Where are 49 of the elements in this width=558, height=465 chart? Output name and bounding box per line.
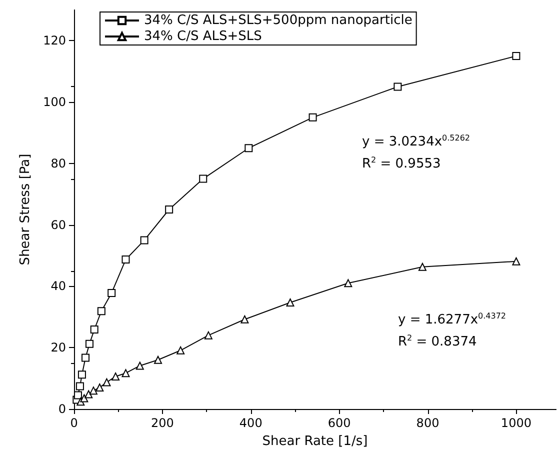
point	[240, 315, 249, 324]
point	[74, 391, 82, 400]
point	[81, 354, 90, 362]
point	[308, 113, 317, 122]
legend-label: 34% C/S ALS+SLS+500ppm nanoparticle	[144, 13, 412, 28]
point	[90, 326, 98, 334]
point	[122, 369, 130, 378]
y-axis-title: Shear Stress [Pa]	[18, 154, 34, 266]
x-tick-label: 0	[70, 416, 78, 430]
y-tick-label: 40	[50, 279, 66, 294]
y-tick-label: 0	[58, 402, 66, 416]
point	[512, 52, 520, 60]
point	[394, 82, 402, 91]
point	[154, 356, 162, 364]
y-tick-label: 20	[50, 340, 66, 355]
point	[286, 298, 294, 306]
x-tick-label: 1000	[500, 416, 532, 430]
point	[165, 206, 174, 214]
point	[80, 394, 88, 402]
point	[244, 144, 253, 152]
point	[122, 256, 130, 264]
point	[78, 370, 86, 379]
x-tick-label: 200	[150, 416, 174, 430]
point	[84, 390, 93, 398]
x-tick-label: 400	[239, 416, 262, 430]
point	[512, 257, 520, 266]
y-tick-label: 120	[43, 34, 66, 48]
y-tick-label: 100	[43, 95, 66, 110]
point	[112, 372, 120, 380]
y-tick-label: 80	[50, 156, 66, 170]
point	[102, 378, 111, 386]
point	[199, 174, 208, 183]
point	[97, 307, 106, 316]
point	[418, 262, 426, 271]
point	[89, 386, 98, 395]
point	[136, 362, 144, 370]
x-tick-label: 600	[328, 416, 351, 430]
point	[76, 382, 84, 390]
point	[140, 236, 148, 244]
point	[85, 340, 94, 348]
legend-label: 34% C/S ALS+SLS	[144, 29, 262, 44]
x-axis-title: Shear Rate [1/s]	[262, 434, 368, 449]
point	[176, 346, 185, 354]
point	[96, 384, 104, 392]
point	[204, 331, 212, 340]
point	[108, 288, 116, 297]
y-tick-label: 60	[50, 218, 66, 232]
point	[344, 279, 352, 288]
x-tick-label: 800	[416, 416, 440, 430]
